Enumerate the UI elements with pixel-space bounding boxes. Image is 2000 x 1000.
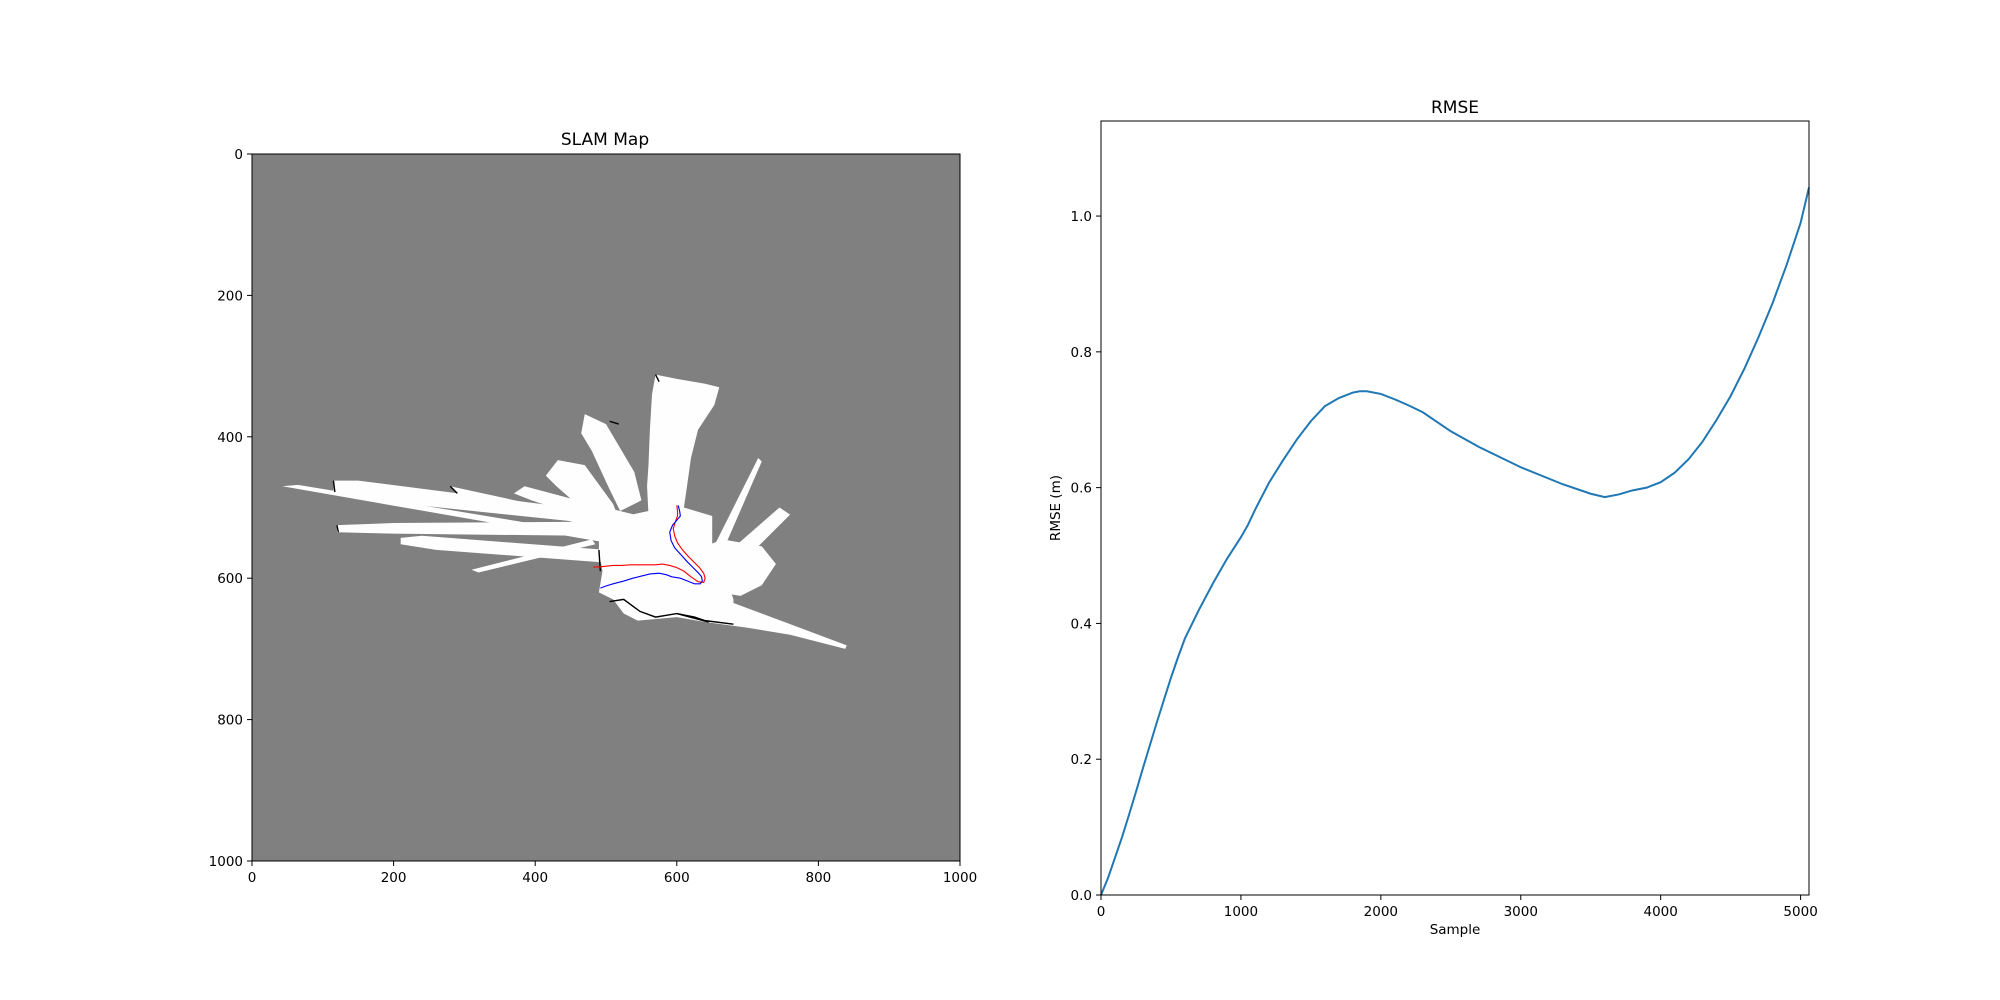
obstacle-edge: [449, 485, 458, 494]
x-tick-label: 400: [522, 870, 548, 886]
x-tick-label: 5000: [1783, 904, 1817, 920]
x-tick-label: 800: [806, 870, 832, 886]
x-tick-label: 200: [381, 870, 407, 886]
x-tick-label: 4000: [1644, 904, 1678, 920]
slam-map-x-axis: 0 200 400 600 800 1000: [248, 861, 977, 886]
y-tick-label: 600: [217, 571, 243, 587]
rmse-x-label: Sample: [1430, 922, 1481, 938]
y-tick-label: 0.6: [1071, 481, 1092, 497]
free-space-region: [712, 458, 762, 550]
obstacle-edge: [609, 420, 619, 425]
free-space-group: [282, 374, 847, 649]
y-tick-label: 0.2: [1071, 752, 1092, 768]
x-tick-label: 3000: [1504, 904, 1538, 920]
y-tick-label: 400: [217, 430, 243, 446]
obstacle-edge: [332, 480, 336, 493]
rmse-plot-frame: [1100, 120, 1810, 896]
x-tick-label: 600: [664, 870, 690, 886]
x-tick-label: 1000: [943, 870, 977, 886]
free-space-region: [471, 539, 596, 573]
slam-map-title: SLAM Map: [561, 130, 649, 150]
y-tick-label: 200: [217, 288, 243, 304]
slam-map-frame: [251, 153, 961, 862]
free-space-region: [647, 374, 720, 515]
obstacle-edge: [336, 525, 340, 533]
x-tick-label: 2000: [1364, 904, 1398, 920]
y-tick-label: 1000: [209, 854, 243, 870]
y-tick-label: 0.8: [1071, 345, 1092, 361]
slam-map-panel: SLAM Map 0 200 400 600 800 1000 0 200 400 600 800…: [209, 130, 978, 886]
free-space-region: [336, 521, 606, 540]
free-space-region: [705, 539, 776, 596]
rmse-x-axis: 0 1000 2000 3000 4000 5000: [1097, 895, 1818, 920]
y-tick-label: 0.0: [1071, 888, 1092, 904]
free-space-region: [333, 480, 614, 526]
obstacle-edge: [676, 612, 709, 623]
free-space-region: [400, 535, 606, 563]
x-tick-label: 1000: [1224, 904, 1258, 920]
y-tick-label: 1.0: [1071, 209, 1092, 225]
free-space-region: [581, 414, 642, 512]
rmse-series-line: [1100, 187, 1810, 896]
rmse-y-label: RMSE (m): [1048, 475, 1064, 541]
y-tick-label: 800: [217, 713, 243, 729]
obstacle-edge: [598, 549, 602, 572]
estimated-path: [600, 505, 703, 589]
obstacle-group: [332, 374, 734, 625]
x-tick-label: 0: [248, 870, 257, 886]
ground-truth-path: [593, 505, 706, 584]
free-space-region: [513, 486, 649, 526]
rmse-y-axis: 0.0 0.2 0.4 0.6 0.8 1.0: [1071, 209, 1101, 904]
rmse-title: RMSE: [1431, 98, 1479, 118]
y-tick-label: 0: [234, 147, 243, 163]
y-tick-label: 0.4: [1071, 616, 1092, 632]
obstacle-edge: [654, 374, 660, 382]
x-tick-label: 0: [1097, 904, 1106, 920]
slam-map-y-axis: 0 200 400 600 800 1000: [209, 147, 252, 870]
slam-map-image: [252, 154, 960, 861]
rmse-panel: RMSE 0 1000 2000 3000 4000 5000 0.00.20.40.60…: [1048, 98, 1818, 938]
